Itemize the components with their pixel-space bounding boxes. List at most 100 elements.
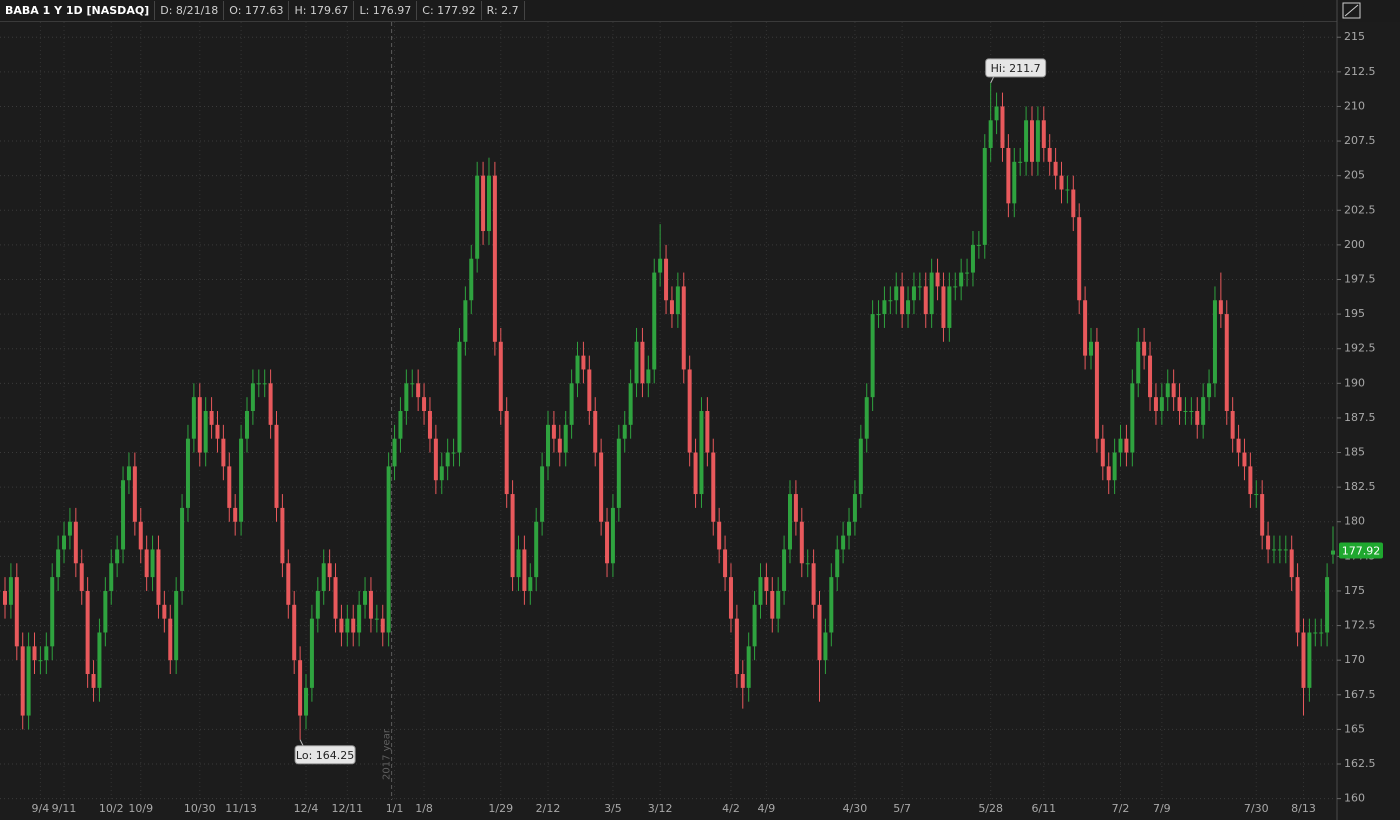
y-tick-label: 192.5	[1344, 342, 1376, 355]
candle-body	[1059, 175, 1064, 190]
candle-body	[610, 507, 615, 564]
candle-body	[1201, 397, 1206, 425]
candle-body	[1035, 120, 1040, 162]
candle-body	[628, 383, 633, 425]
candle-body	[433, 438, 438, 481]
candle-body	[416, 383, 421, 398]
candle-body	[351, 618, 356, 633]
candle-body	[1171, 383, 1176, 398]
candle-body	[504, 411, 509, 495]
candle-body	[994, 106, 999, 121]
candle-body	[1006, 147, 1011, 204]
candle-body	[321, 563, 326, 591]
candle-body	[109, 563, 114, 591]
last-price-label: 177.92	[1342, 545, 1381, 558]
candle-body	[723, 549, 728, 578]
x-tick-label: 12/11	[331, 802, 363, 815]
candle-body	[103, 590, 108, 633]
candle-body	[605, 521, 610, 564]
y-tick-label: 205	[1344, 169, 1365, 182]
candle-body	[1000, 106, 1005, 148]
candle-body	[847, 521, 852, 536]
candle-body	[929, 272, 934, 315]
candle-body	[953, 286, 958, 288]
annotation-box	[985, 58, 1047, 78]
candle-body	[540, 466, 545, 522]
y-tick-label: 187.5	[1344, 411, 1376, 424]
candle-body	[1301, 632, 1306, 688]
candle-body	[256, 383, 261, 385]
candle-body	[534, 521, 539, 578]
candle-body	[1331, 550, 1335, 555]
candle-body	[528, 577, 533, 591]
candle-body	[746, 646, 751, 688]
candle-body	[717, 521, 722, 550]
header-field: L: 176.97	[354, 1, 418, 20]
x-tick-label: 7/9	[1153, 802, 1171, 815]
candle-body	[32, 646, 37, 661]
candle-body	[1254, 494, 1259, 496]
candle-body	[522, 549, 527, 591]
x-tick-label: 2/12	[536, 802, 561, 815]
x-tick-label: 1/8	[415, 802, 433, 815]
candle-body	[699, 411, 704, 495]
candle-body	[191, 397, 196, 439]
candle-body	[26, 646, 31, 716]
candle-body	[126, 466, 131, 481]
candle-body	[410, 383, 415, 385]
candle-body	[734, 618, 739, 675]
candle-body	[557, 438, 562, 453]
candle-body	[91, 674, 96, 688]
settings-icon[interactable]	[1342, 2, 1361, 19]
candle-body	[1159, 397, 1164, 411]
candle-body	[498, 341, 503, 411]
candle-body	[56, 549, 61, 578]
candle-body	[864, 397, 869, 439]
candle-body	[475, 175, 480, 259]
candle-body	[1295, 577, 1300, 633]
candle-body	[233, 507, 238, 522]
candle-body	[947, 286, 952, 328]
candle-body	[1325, 577, 1330, 633]
candle-body	[982, 147, 987, 245]
candle-body	[1024, 120, 1029, 162]
candle-body	[1195, 411, 1200, 425]
candle-body	[469, 258, 474, 301]
candle-body	[787, 494, 792, 550]
header-field: C: 177.92	[417, 1, 482, 20]
candle-body	[1029, 120, 1034, 162]
candle-body	[457, 341, 462, 453]
candle-body	[333, 577, 338, 619]
candle-body	[658, 258, 663, 273]
candle-body	[304, 687, 309, 716]
x-tick-label: 4/9	[758, 802, 776, 815]
candle-body	[681, 286, 686, 370]
candle-body	[132, 466, 137, 522]
candle-body	[923, 286, 928, 315]
candle-body	[268, 383, 273, 425]
candle-body	[197, 397, 202, 453]
y-tick-label: 162.5	[1344, 757, 1376, 770]
x-tick-label: 10/30	[184, 802, 216, 815]
candle-body	[85, 590, 90, 675]
candle-body	[1041, 120, 1046, 148]
candle-body	[640, 341, 645, 384]
candle-body	[764, 577, 769, 591]
candle-body	[817, 604, 822, 661]
candle-body	[888, 300, 893, 302]
candle-body	[1248, 466, 1253, 495]
candle-body	[687, 369, 692, 453]
candle-body	[386, 466, 391, 633]
candle-body	[79, 563, 84, 591]
candle-body	[203, 411, 208, 453]
candle-body	[374, 618, 379, 620]
candle-body	[1230, 411, 1235, 439]
candle-body	[427, 411, 432, 439]
icon-stroke	[1344, 4, 1359, 17]
candle-body	[50, 577, 55, 647]
candle-body	[894, 286, 899, 301]
y-tick-label: 167.5	[1344, 688, 1376, 701]
candle-body	[404, 383, 409, 411]
annotation-text: Hi: 211.7	[991, 62, 1041, 75]
candle-body	[244, 411, 249, 439]
